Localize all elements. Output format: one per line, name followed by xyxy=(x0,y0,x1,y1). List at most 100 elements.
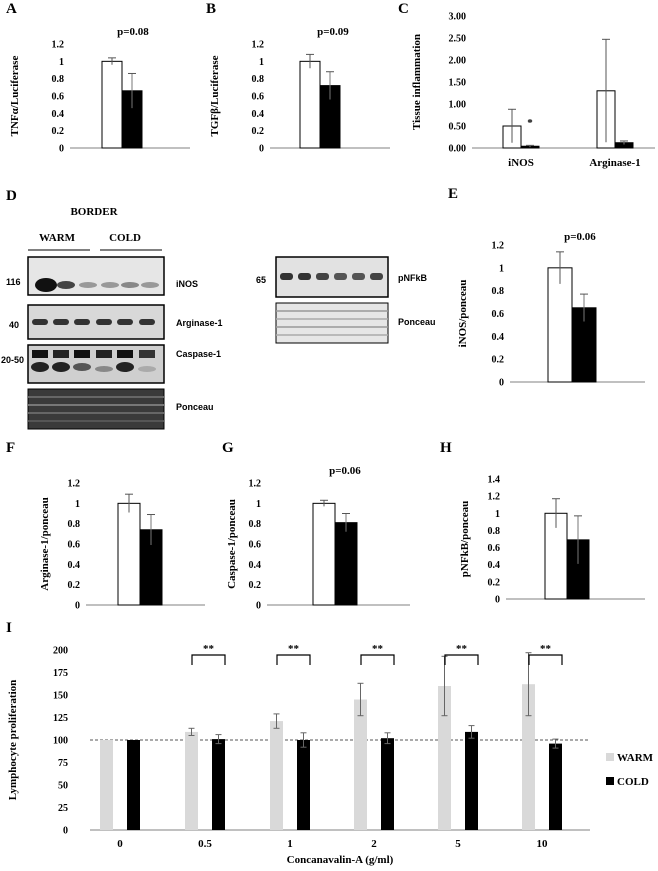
mw-40: 40 xyxy=(9,320,19,330)
blot-label-ponceau-2: Ponceau xyxy=(398,317,436,327)
G-ytick-label: 1.2 xyxy=(249,479,262,490)
blot-label-ponceau: Ponceau xyxy=(176,402,214,412)
panel-D-letter: D xyxy=(6,188,17,204)
C-significance-star: * xyxy=(527,117,533,129)
blot-ponceau xyxy=(27,388,165,430)
E-ytick-label: 1.2 xyxy=(492,241,505,252)
I-category-label: 0.5 xyxy=(198,838,212,850)
mw-20-50: 20-50 xyxy=(1,355,24,365)
G-ytick-label: 0.6 xyxy=(249,540,262,551)
G-y-axis-title: Caspase-1/ponceau xyxy=(226,499,238,589)
panel-A-letter: A xyxy=(6,1,17,17)
C-category-label: iNOS xyxy=(508,157,534,169)
I-bar xyxy=(465,731,478,830)
H-ytick-label: 1 xyxy=(495,509,500,520)
cold-group-label: COLD xyxy=(109,232,141,244)
I-ytick-label: 50 xyxy=(58,781,68,792)
G-bar xyxy=(334,522,358,606)
panel-F-letter: F xyxy=(6,440,16,456)
B-y-axis-title: TGFβ/Luciferase xyxy=(209,55,221,136)
H-ytick-label: 0.2 xyxy=(488,577,501,588)
F-ytick-label: 0.2 xyxy=(68,580,81,591)
chart-B: 0 0.2 0.4 0.6 0.8 1 1.2 TGFβ/Luciferase p=0.09 xyxy=(209,26,390,155)
C-ytick-label: 0.00 xyxy=(449,144,467,155)
chart-H: 0 0.2 0.4 0.6 0.8 1 1.2 1.4 pNFkB/ponceau xyxy=(459,475,645,606)
I-significance-label: ** xyxy=(203,643,215,655)
H-ytick-label: 0.8 xyxy=(488,526,501,537)
I-ytick-label: 100 xyxy=(53,736,68,747)
chart-E: 0 0.2 0.4 0.6 0.8 1 1.2 iNOS/ponceau p=0.06 xyxy=(457,231,645,389)
blot-label-pnfkb: pNFkB xyxy=(398,273,428,283)
G-p-value: p=0.06 xyxy=(329,465,361,477)
border-label: BORDER xyxy=(70,206,118,218)
E-ytick-label: 1 xyxy=(499,263,504,274)
I-significance-bracket xyxy=(528,654,563,665)
I-legend-swatch xyxy=(606,753,614,761)
H-ytick-label: 1.2 xyxy=(488,492,501,503)
chart-F: 0 0.2 0.4 0.6 0.8 1 1.2 Arginase-1/ponceau xyxy=(39,479,205,612)
I-bar xyxy=(270,721,283,830)
blot-label-inos: iNOS xyxy=(176,279,198,289)
I-bar xyxy=(100,740,113,830)
I-category-label: 2 xyxy=(371,838,377,850)
B-ytick-label: 0.4 xyxy=(252,109,265,120)
C-ytick-label: 3.00 xyxy=(449,12,467,23)
I-bar xyxy=(438,686,451,830)
G-ytick-label: 0.2 xyxy=(249,580,262,591)
A-ytick-label: 0 xyxy=(59,144,64,155)
B-ytick-label: 0.2 xyxy=(252,126,265,137)
A-ytick-label: 0.4 xyxy=(52,109,65,120)
I-category-label: 5 xyxy=(455,838,461,850)
C-y-axis-title: Tissue inflammation xyxy=(411,34,423,130)
chart-A: 0 0.2 0.4 0.6 0.8 1 1.2 TNFα/Luciferase p=0.08 xyxy=(9,26,190,155)
panel-I-letter: I xyxy=(6,620,12,636)
H-ytick-label: 0.6 xyxy=(488,543,501,554)
I-bar xyxy=(522,684,535,830)
I-ytick-label: 125 xyxy=(53,713,68,724)
E-bar xyxy=(571,307,597,383)
I-x-axis-title: Concanavalin-A (g/ml) xyxy=(287,854,394,866)
I-category-label: 1 xyxy=(287,838,293,850)
I-ytick-label: 200 xyxy=(53,646,68,657)
I-significance-label: ** xyxy=(540,643,552,655)
western-blot-panel: BORDER WARM COLD 116 40 20-50 iNOS Argin… xyxy=(1,206,436,430)
I-y-axis-title: Lymphocyte proliferation xyxy=(7,680,19,800)
H-ytick-label: 1.4 xyxy=(488,475,501,486)
mw-65: 65 xyxy=(256,275,266,285)
F-ytick-label: 1 xyxy=(75,499,80,510)
I-category-label: 0 xyxy=(117,838,123,850)
I-bar xyxy=(549,743,562,830)
B-p-value: p=0.09 xyxy=(317,26,349,38)
panel-B-letter: B xyxy=(206,1,217,17)
panel-G-letter: G xyxy=(222,440,234,456)
I-ytick-label: 150 xyxy=(53,691,68,702)
I-bar xyxy=(127,740,140,830)
chart-G: 0 0.2 0.4 0.6 0.8 1 1.2 Caspase-1/ponceau p=0.06 xyxy=(226,465,410,612)
panel-E-letter: E xyxy=(448,186,459,202)
I-bar xyxy=(354,699,367,830)
I-significance-bracket xyxy=(444,654,479,665)
I-bar xyxy=(381,738,394,830)
I-legend-label: COLD xyxy=(617,776,649,788)
A-ytick-label: 1 xyxy=(59,57,64,68)
G-ytick-label: 0.8 xyxy=(249,519,262,530)
blot-inos xyxy=(27,256,165,296)
blot-arginase xyxy=(27,304,165,340)
E-ytick-label: 0.6 xyxy=(492,309,505,320)
I-significance-label: ** xyxy=(288,643,300,655)
F-y-axis-title: Arginase-1/ponceau xyxy=(39,497,51,591)
C-category-label: Arginase-1 xyxy=(589,157,640,169)
B-ytick-label: 1.2 xyxy=(252,40,265,51)
E-ytick-label: 0 xyxy=(499,378,504,389)
B-ytick-label: 0 xyxy=(259,144,264,155)
F-ytick-label: 0.8 xyxy=(68,519,81,530)
A-y-axis-title: TNFα/Luciferase xyxy=(9,56,21,137)
A-ytick-label: 0.2 xyxy=(52,126,65,137)
blot-label-caspase: Caspase-1 xyxy=(176,349,221,359)
F-ytick-label: 0 xyxy=(75,601,80,612)
mw-116: 116 xyxy=(6,277,21,287)
C-ytick-label: 2.00 xyxy=(449,56,467,67)
E-ytick-label: 0.2 xyxy=(492,355,505,366)
I-ytick-label: 25 xyxy=(58,803,68,814)
